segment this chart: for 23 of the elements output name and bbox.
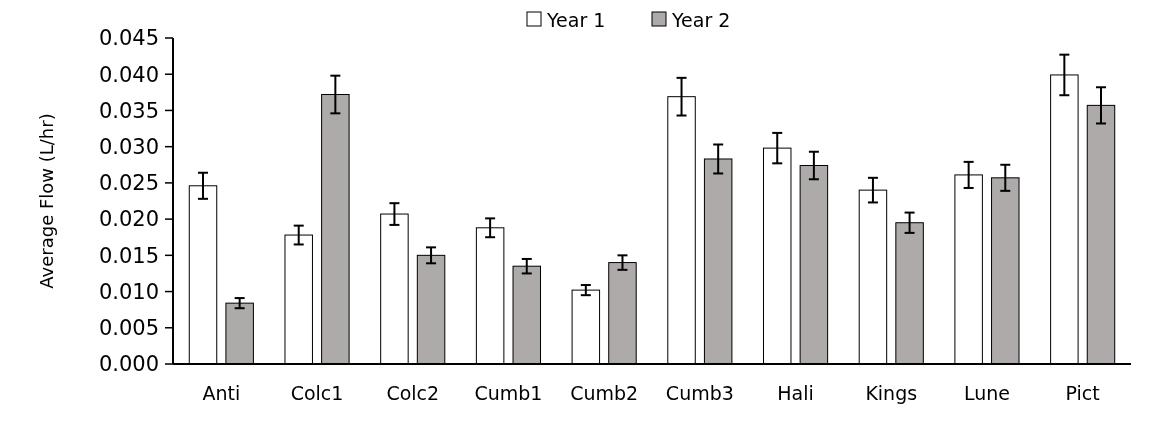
y-tick-label: 0.045	[98, 26, 159, 51]
y-axis-title: Average Flow (L/hr)	[36, 113, 57, 289]
y-tick-label: 0.035	[98, 98, 159, 123]
x-tick-label: Colc1	[290, 382, 344, 404]
y-tick-label: 0.000	[98, 352, 159, 377]
x-tick-label: Cumb3	[665, 382, 734, 404]
x-tick-label: Lune	[963, 382, 1010, 404]
legend-label: Year 2	[671, 8, 731, 31]
x-tick-label: Hali	[777, 382, 814, 404]
y-tick-label: 0.015	[98, 243, 159, 268]
x-tick-label: Cumb1	[474, 382, 543, 404]
x-tick-label: Pict	[1065, 382, 1100, 404]
x-tick-label: Anti	[202, 382, 241, 404]
y-tick-label: 0.030	[98, 135, 159, 160]
y-tick-label: 0.020	[98, 207, 159, 232]
y-tick-label: 0.025	[98, 171, 159, 196]
y-tick-label: 0.005	[98, 316, 159, 341]
y-tick-label: 0.010	[98, 279, 159, 304]
x-tick-label: Kings	[865, 382, 918, 404]
y-tick-label: 0.040	[98, 62, 159, 87]
legend-label: Year 1	[546, 8, 606, 31]
x-tick-label: Cumb2	[570, 382, 639, 404]
x-tick-label: Colc2	[386, 382, 440, 404]
